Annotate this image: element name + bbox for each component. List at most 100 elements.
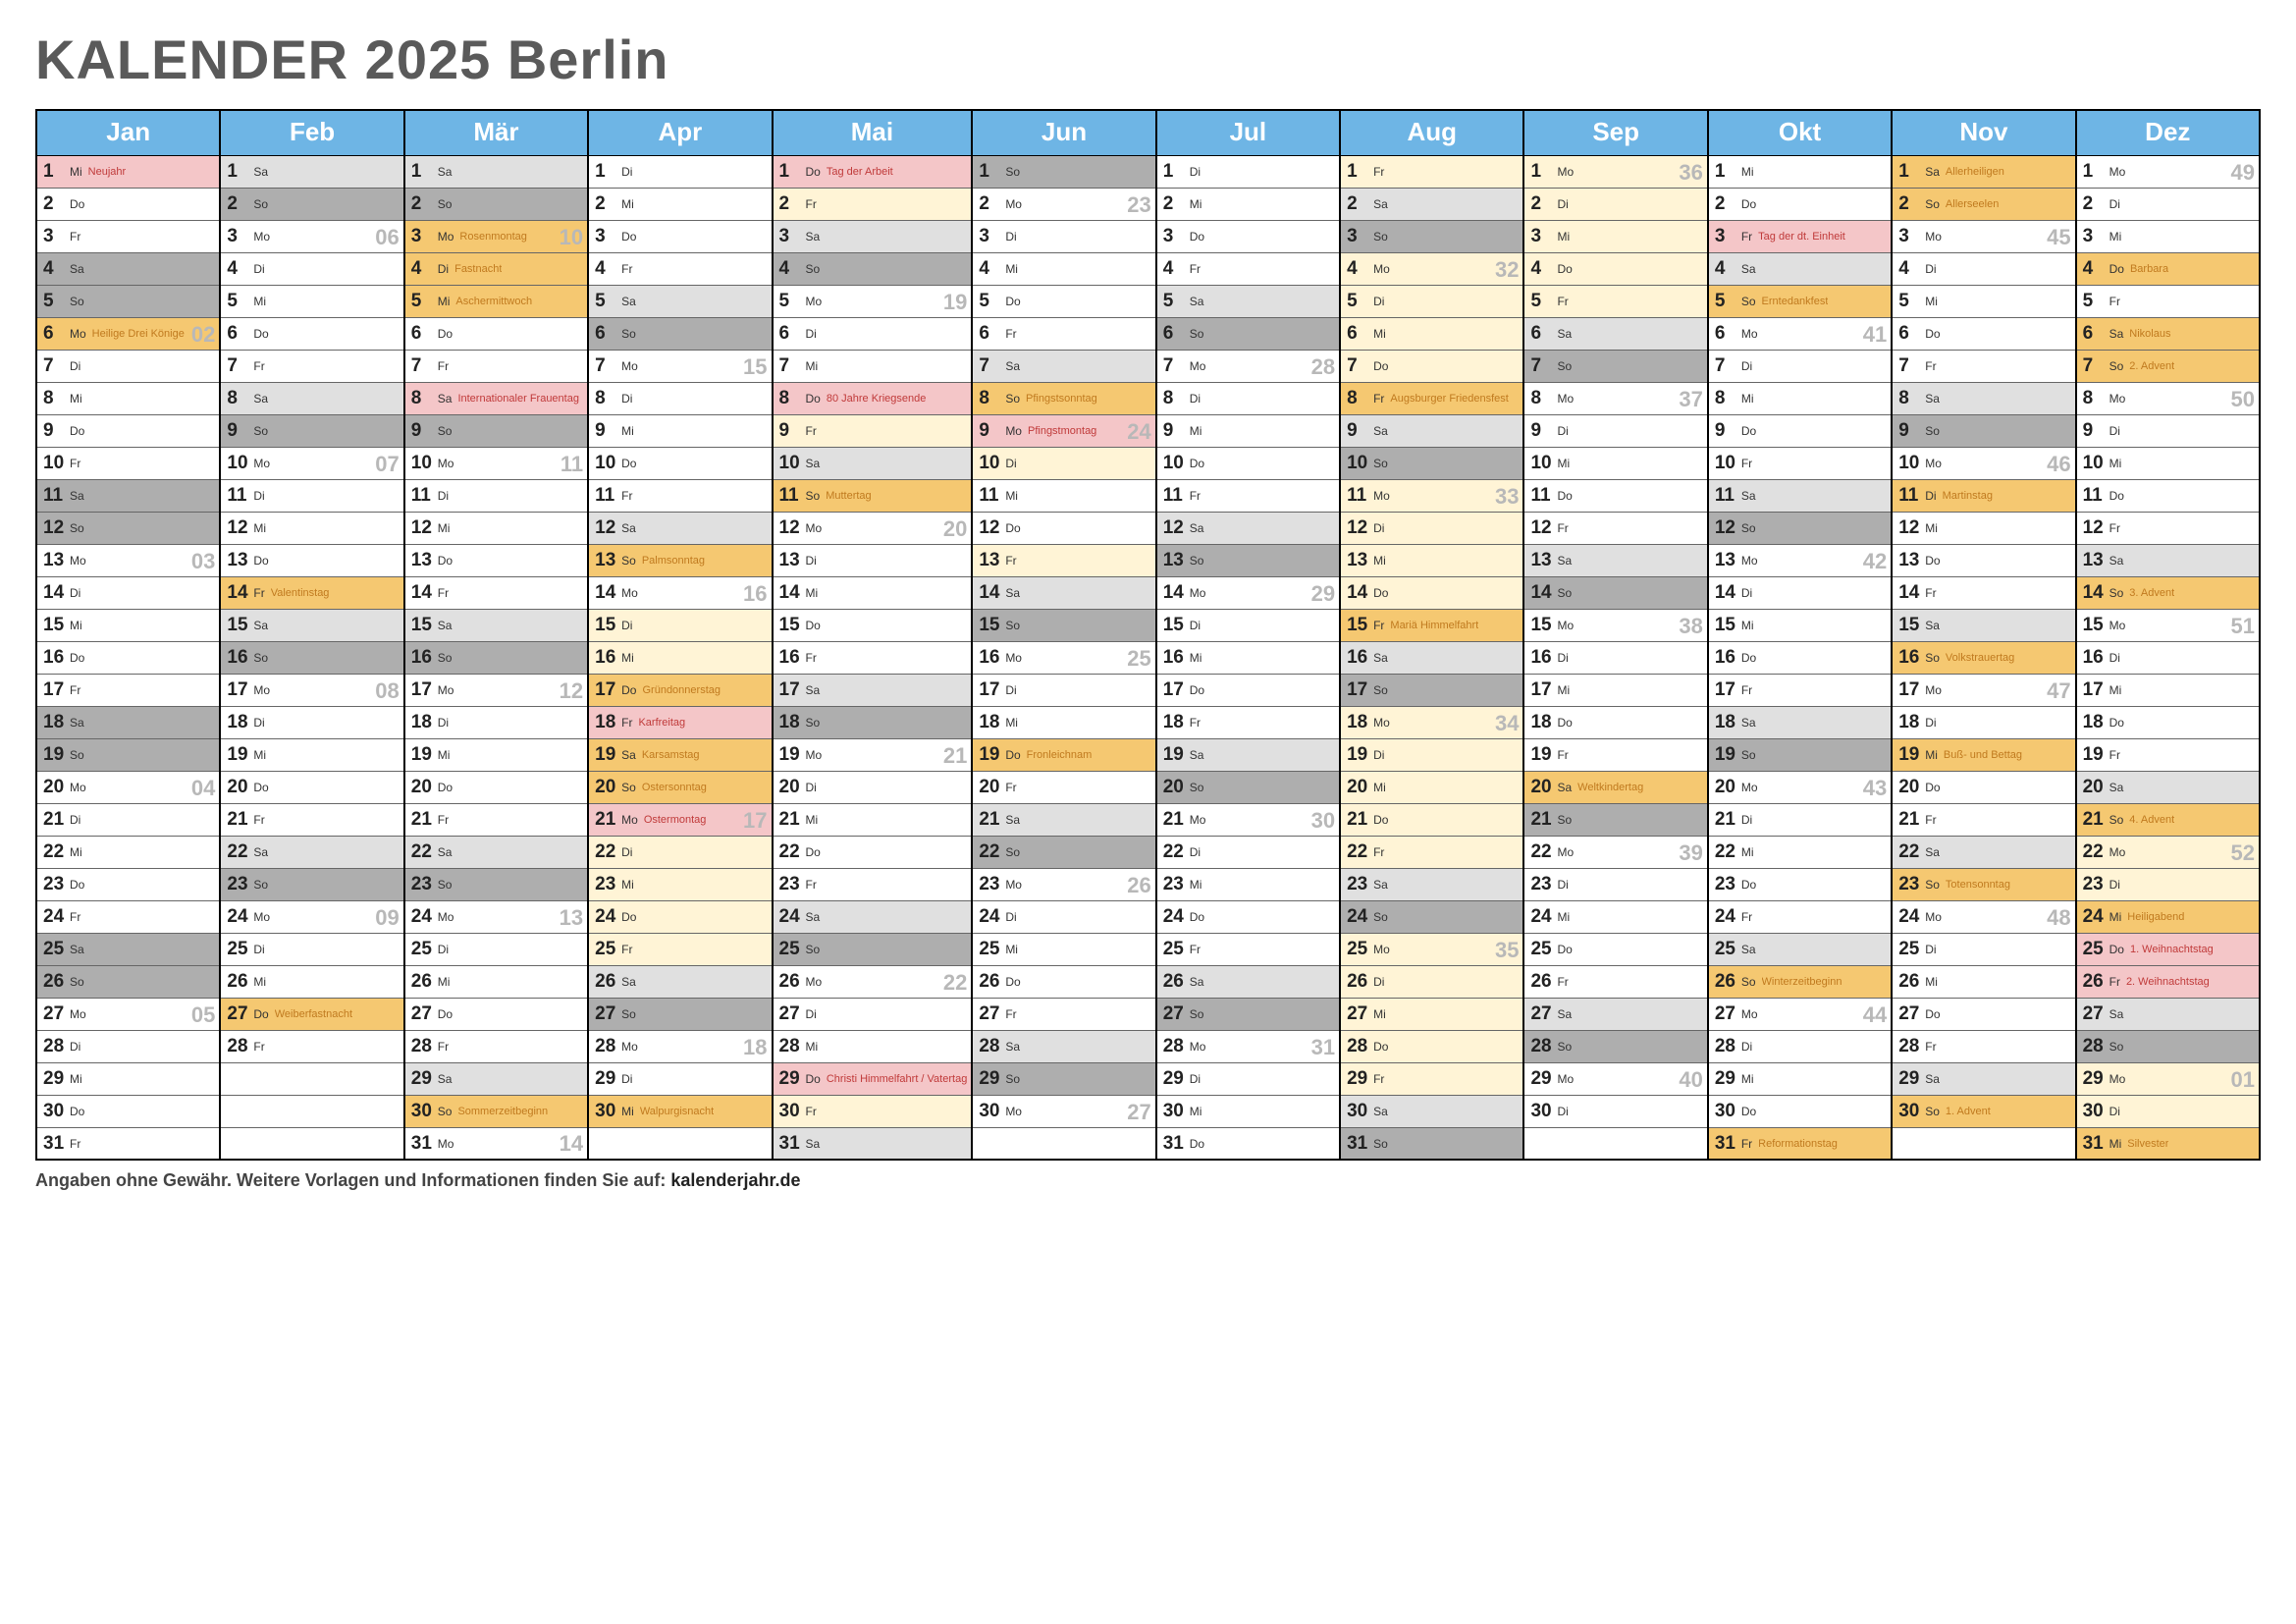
day-of-week: Di <box>1373 521 1384 535</box>
day-number: 9 <box>227 420 252 442</box>
day-of-week: Mo <box>2109 845 2126 859</box>
day-cell: 24Fr <box>37 901 219 934</box>
day-cell: 2So <box>221 189 402 221</box>
day-cell: 16Mo25 <box>973 642 1154 675</box>
day-cell: 24Di <box>973 901 1154 934</box>
day-note: Rosenmontag <box>459 231 527 243</box>
day-cell: 29Fr <box>1341 1063 1522 1096</box>
day-number: 18 <box>595 712 620 733</box>
day-note: Ostersonntag <box>642 782 707 793</box>
day-cell: 12Sa <box>589 513 771 545</box>
day-of-week: Fr <box>2109 521 2120 535</box>
day-cell: 17Mi <box>1524 675 1706 707</box>
day-number: 17 <box>1530 679 1556 701</box>
day-of-week: Di <box>1557 1105 1568 1118</box>
day-number: 9 <box>595 420 620 442</box>
day-cell: 15Sa <box>405 610 587 642</box>
day-of-week: Fr <box>1925 1040 1936 1054</box>
day-cell: 28Sa <box>973 1031 1154 1063</box>
day-of-week: Fr <box>621 262 632 276</box>
day-number: 8 <box>1347 388 1372 409</box>
day-note: Reformationstag <box>1758 1138 1838 1150</box>
day-of-week: Di <box>621 1072 632 1086</box>
day-of-week: Mi <box>1373 781 1386 794</box>
day-number: 13 <box>779 550 805 571</box>
day-of-week: So <box>70 748 84 762</box>
day-number: 8 <box>1530 388 1556 409</box>
day-of-week: Mo <box>438 457 454 470</box>
day-cell: 14Fr <box>405 577 587 610</box>
day-cell: 18Mo34 <box>1341 707 1522 739</box>
day-number: 2 <box>227 193 252 215</box>
day-cell: 17Mo12 <box>405 675 587 707</box>
day-of-week: So <box>621 327 636 341</box>
day-of-week: Mi <box>621 197 634 211</box>
week-number: 12 <box>560 678 583 704</box>
day-cell: 29Mo01 <box>2077 1063 2259 1096</box>
day-number: 19 <box>2083 744 2109 766</box>
day-number: 30 <box>1898 1101 1924 1122</box>
day-cell: 7Sa <box>973 351 1154 383</box>
day-number: 7 <box>2083 355 2109 377</box>
day-of-week: So <box>1373 910 1388 924</box>
day-number: 31 <box>1715 1133 1740 1155</box>
week-number: 32 <box>1495 257 1519 283</box>
day-cell: 25Do <box>1524 934 1706 966</box>
day-cell: 5Mi <box>221 286 402 318</box>
day-of-week: So <box>1557 359 1572 373</box>
day-cell: 10Di <box>973 448 1154 480</box>
day-cell: 4So <box>774 253 972 286</box>
day-number: 10 <box>595 453 620 474</box>
day-note: Tag der Arbeit <box>827 166 893 178</box>
day-number: 1 <box>1715 161 1740 183</box>
day-number: 28 <box>1530 1036 1556 1057</box>
day-of-week: Do <box>2109 716 2124 730</box>
day-of-week: Sa <box>1373 197 1388 211</box>
day-number: 25 <box>1715 939 1740 960</box>
day-cell: 15Di <box>589 610 771 642</box>
day-cell: 12So <box>1709 513 1891 545</box>
day-of-week: Mi <box>806 359 819 373</box>
day-number: 29 <box>779 1068 805 1090</box>
day-cell: 21So4. Advent <box>2077 804 2259 837</box>
day-of-week: Sa <box>70 716 84 730</box>
day-cell: 21So <box>1524 804 1706 837</box>
day-number: 22 <box>779 841 805 863</box>
day-cell: 18Sa <box>1709 707 1891 739</box>
day-number: 22 <box>2083 841 2109 863</box>
day-of-week: Di <box>1190 845 1201 859</box>
day-cell: 7Fr <box>1893 351 2074 383</box>
day-number: 11 <box>411 485 437 507</box>
day-number: 16 <box>2083 647 2109 669</box>
day-number: 26 <box>1163 971 1189 993</box>
day-of-week: So <box>1190 1007 1204 1021</box>
day-of-week: Di <box>1557 424 1568 438</box>
day-number: 22 <box>1715 841 1740 863</box>
day-of-week: Di <box>1741 359 1752 373</box>
day-of-week: Di <box>438 489 449 503</box>
day-of-week: Mo <box>1557 619 1574 632</box>
day-note: Weiberfastnacht <box>275 1008 352 1020</box>
day-cell: 1Mo49 <box>2077 156 2259 189</box>
day-cell: 31So <box>1341 1128 1522 1161</box>
week-number: 04 <box>191 776 215 801</box>
week-number: 09 <box>375 905 399 931</box>
day-number: 2 <box>1530 193 1556 215</box>
day-of-week: So <box>1925 1105 1940 1118</box>
day-of-week: Do <box>1925 1007 1940 1021</box>
day-number: 27 <box>1163 1003 1189 1025</box>
day-number: 25 <box>227 939 252 960</box>
day-of-week: Sa <box>806 683 821 697</box>
day-of-week: Sa <box>1925 619 1940 632</box>
day-cell: 13Do <box>405 545 587 577</box>
day-of-week: Do <box>253 1007 268 1021</box>
day-of-week: Fr <box>621 943 632 956</box>
day-of-week: Do <box>1925 554 1940 568</box>
day-number: 1 <box>43 161 69 183</box>
day-number: 20 <box>1898 777 1924 798</box>
day-cell: 12Di <box>1341 513 1522 545</box>
day-number: 17 <box>1715 679 1740 701</box>
day-of-week: So <box>1741 295 1756 308</box>
day-cell: 15So <box>973 610 1154 642</box>
day-cell: 4Fr <box>589 253 771 286</box>
